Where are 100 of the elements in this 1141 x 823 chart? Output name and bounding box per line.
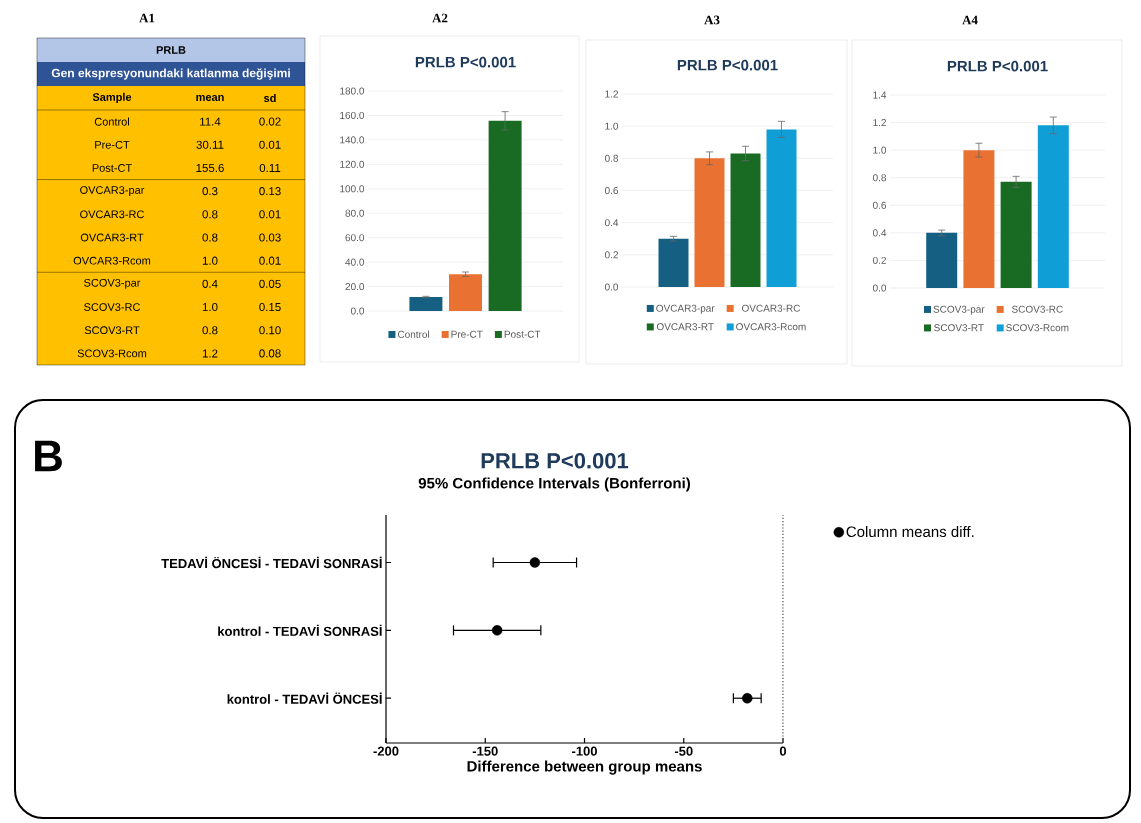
legend-label: OVCAR3-Rcom — [736, 323, 806, 331]
legend-label: SCOV3-par — [933, 305, 985, 315]
legend-label: OVCAR3-par — [656, 304, 715, 314]
y-tick-label: 20.0 — [345, 283, 365, 291]
legend-label: OVCAR3-RC — [741, 304, 801, 312]
chart-title: PRLB P<0.001 — [947, 60, 1048, 72]
y-tick-label: 0.4 — [872, 229, 887, 237]
text: A2 — [432, 13, 448, 23]
data-label: 0.4 — [202, 279, 218, 288]
data-label: 0.3 — [202, 187, 218, 196]
category-label: OVCAR3-RT — [80, 233, 144, 242]
bar — [1037, 125, 1069, 288]
legend-label: Post-CT — [504, 330, 541, 338]
bar — [730, 153, 761, 287]
data-label: 0.01 — [259, 210, 281, 219]
bar — [926, 232, 958, 288]
y-tick-label: 1.4 — [873, 91, 887, 99]
y-tick-label: 0.0 — [872, 284, 887, 292]
category-label: SCOV3-Rcom — [77, 349, 147, 358]
data-label: 0.8 — [202, 326, 218, 335]
chart-title: PRLB P<0.001 — [481, 452, 629, 469]
x-tick-label: -50 — [674, 746, 693, 756]
legend-label: Column means diff. — [846, 526, 974, 538]
y-tick-label: 0.0 — [350, 307, 365, 315]
bar — [449, 274, 483, 311]
legend-label: SCOV3-Rcom — [1006, 324, 1069, 332]
bar — [963, 150, 995, 288]
bar — [694, 158, 725, 287]
bar — [409, 297, 443, 311]
data-label: 0.13 — [259, 187, 281, 196]
data-label: 0.15 — [259, 302, 281, 312]
category-label: Pre-CT — [95, 140, 130, 149]
y-tick-label: 0.2 — [872, 256, 886, 264]
y-tick-label: 80.0 — [345, 209, 365, 217]
data-label: 11.4 — [200, 117, 221, 126]
x-tick-label: -200 — [373, 746, 399, 756]
text: sd — [263, 93, 276, 103]
legend-label: SCOV3-RT — [934, 324, 984, 332]
category-label: OVCAR3-Rcom — [73, 256, 151, 265]
category-label: SCOV3-par — [84, 278, 141, 289]
data-label: 0.01 — [259, 140, 281, 149]
y-tick-label: 140.0 — [340, 136, 365, 144]
chart-title: PRLB P<0.001 — [415, 56, 516, 68]
y-tick-label: 0.2 — [604, 251, 618, 259]
text: Gen ekspresyonundaki katlanma değişimi — [51, 68, 290, 80]
data-label: 1.0 — [202, 302, 218, 312]
y-tick-label: 0.4 — [604, 219, 619, 227]
bar — [488, 120, 522, 311]
bar — [766, 129, 797, 287]
data-label: 1.0 — [202, 256, 218, 265]
category-label: SCOV3-RC — [84, 303, 140, 311]
legend-label: OVCAR3-RT — [656, 323, 714, 331]
y-tick-label: 1.0 — [873, 146, 887, 154]
y-tick-label: 1.2 — [605, 90, 618, 98]
y-tick-label: 40.0 — [345, 258, 365, 266]
category-label: Post-CT — [92, 164, 132, 172]
y-tick-label: 180.0 — [340, 87, 365, 95]
legend-label: SCOV3-RC — [1011, 305, 1063, 313]
data-label: 0.8 — [202, 210, 218, 219]
x-tick-label: -100 — [571, 746, 597, 756]
x-axis-title: Difference between group means — [467, 760, 702, 775]
data-label: 0.8 — [202, 233, 218, 242]
y-tick-label: kontrol - TEDAVİ ÖNCESİ — [227, 692, 382, 704]
text: A1 — [139, 13, 155, 23]
series-label: mean — [196, 94, 224, 102]
y-tick-label: 60.0 — [345, 234, 365, 242]
text: B — [35, 440, 62, 472]
y-tick-label: 0.6 — [604, 186, 619, 195]
data-label: 0.08 — [259, 349, 281, 358]
y-tick-label: 0.6 — [872, 201, 887, 209]
text: A3 — [704, 15, 720, 25]
y-tick-label: kontrol - TEDAVİ SONRASİ — [218, 624, 382, 636]
data-label: 0.02 — [259, 117, 281, 126]
y-tick-label: 0.8 — [872, 174, 887, 182]
legend-label: Control — [397, 330, 430, 338]
data-label: 155.6 — [196, 163, 224, 173]
y-tick-label: 1.2 — [873, 119, 886, 127]
text: PRLB — [156, 46, 186, 54]
data-label: 1.2 — [202, 349, 218, 358]
y-tick-label: 0.0 — [604, 283, 619, 291]
text: Sample — [92, 92, 132, 104]
y-tick-label: 1.0 — [605, 122, 619, 130]
x-tick-label: 0 — [779, 746, 787, 756]
data-label: 0.11 — [259, 163, 281, 173]
y-tick-label: 120.0 — [340, 160, 365, 168]
data-label: 0.03 — [259, 233, 281, 242]
text: A4 — [962, 15, 978, 25]
y-tick-label: 160.0 — [340, 111, 365, 119]
category-label: Control — [94, 117, 129, 126]
bar — [658, 238, 689, 287]
y-tick-label: 100.0 — [340, 185, 365, 193]
y-tick-label: TEDAVİ ÖNCESİ - TEDAVİ SONRASİ — [161, 556, 382, 569]
data-label: 0.01 — [259, 256, 281, 265]
data-label: 0.10 — [259, 326, 281, 335]
chart-subtitle: 95% Confidence Intervals (Bonferroni) — [418, 477, 691, 492]
category-label: OVCAR3-RC — [80, 210, 144, 219]
bar — [1000, 181, 1032, 288]
x-tick-label: -150 — [472, 746, 498, 756]
category-label: SCOV3-RT — [84, 326, 140, 335]
y-tick-label: 0.8 — [604, 154, 619, 162]
